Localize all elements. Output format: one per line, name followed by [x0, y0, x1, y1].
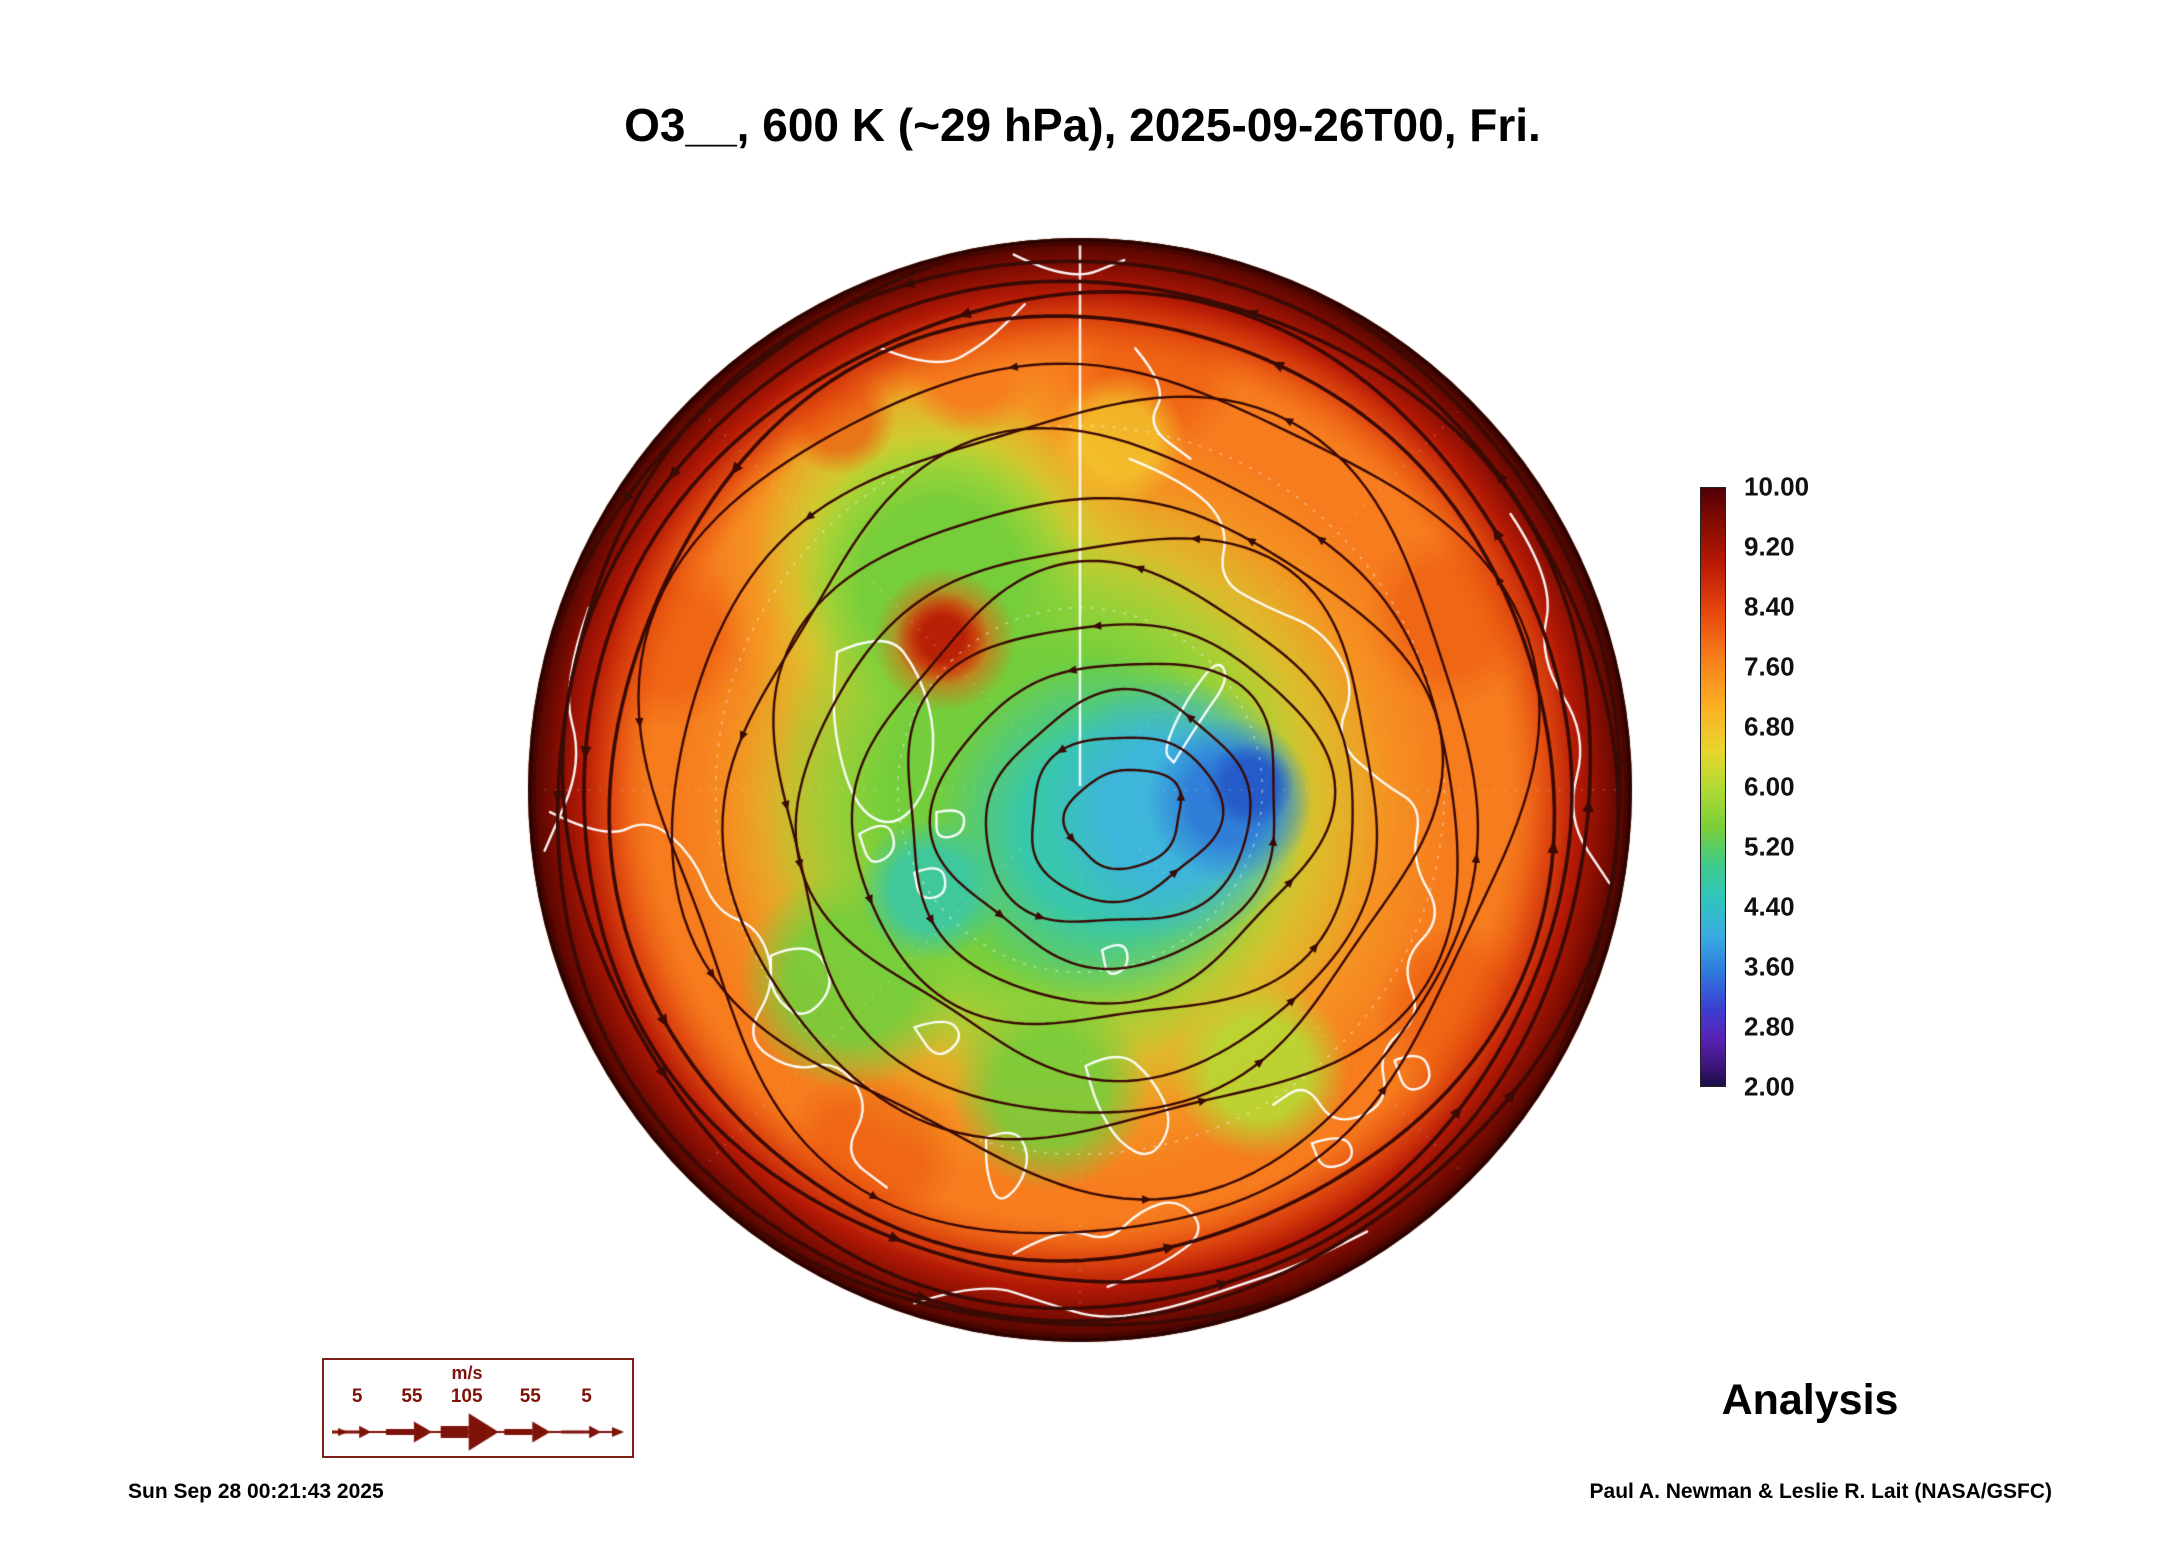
colorbar-tick-label: 6.00 [1744, 771, 1795, 802]
wind-tick-label: 5 [581, 1386, 592, 1407]
colorbar-tick-label: 5.20 [1744, 831, 1795, 862]
wind-scale-legend: m/s 5 55 105 55 5 [322, 1358, 634, 1458]
colorbar-tick-label: 9.20 [1744, 531, 1795, 562]
wind-units-label: m/s [451, 1363, 483, 1383]
colorbar-tick-label: 2.80 [1744, 1011, 1795, 1042]
analysis-label: Analysis [1721, 1376, 1899, 1424]
colorbar-tick-label: 10.00 [1744, 471, 1810, 502]
colorbar-tick-label: 4.40 [1744, 891, 1795, 922]
colorbar-tick-label: 7.60 [1744, 651, 1795, 682]
colorbar-tick-label: 2.00 [1744, 1071, 1795, 1102]
credit-line: Paul A. Newman & Leslie R. Lait (NASA/GS… [1589, 1480, 2052, 1503]
wind-tick-label: 55 [519, 1386, 541, 1407]
colorbar-labels: 10.00 9.20 8.40 7.60 6.80 6.00 5.20 4.40… [1744, 472, 1854, 1102]
wind-tick-label: 55 [401, 1386, 423, 1407]
colorbar-tick-label: 3.60 [1744, 951, 1795, 982]
figure-title: O3__, 600 K (~29 hPa), 2025-09-26T00, Fr… [624, 99, 1541, 151]
polar-map-canvas [515, 225, 1645, 1355]
colorbar-gradient [1700, 487, 1726, 1087]
creation-timestamp: Sun Sep 28 00:21:43 2025 [128, 1480, 384, 1503]
wind-tick-row: 5 55 105 55 5 [332, 1386, 628, 1408]
colorbar-tick-label: 6.80 [1744, 711, 1795, 742]
wind-tick-label: 105 [450, 1386, 483, 1407]
wind-arrow-glyph [332, 1412, 628, 1452]
wind-tick-label: 5 [351, 1386, 363, 1407]
colorbar-tick-label: 8.40 [1744, 591, 1795, 622]
